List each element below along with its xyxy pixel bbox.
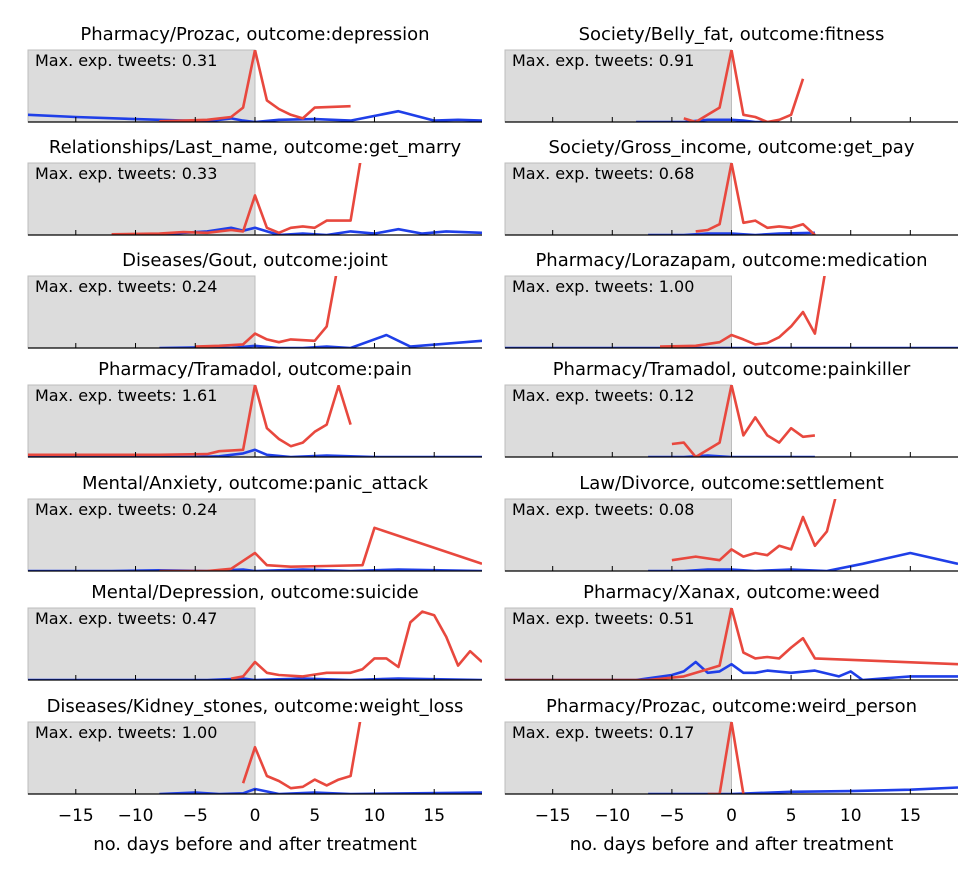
max-tweets-annotation: Max. exp. tweets: 0.24 <box>35 500 217 519</box>
panel-title: Pharmacy/Xanax, outcome:weed <box>583 582 880 603</box>
max-tweets-annotation: Max. exp. tweets: 0.47 <box>35 609 217 628</box>
control-line <box>648 551 958 571</box>
pre-treatment-region <box>27 162 256 236</box>
x-tick-label: 15 <box>423 806 445 826</box>
panel-title: Diseases/Kidney_stones, outcome:weight_l… <box>47 696 464 717</box>
max-tweets-annotation: Max. exp. tweets: 0.24 <box>35 277 217 296</box>
treated-line <box>195 276 338 348</box>
panel-title: Pharmacy/Tramadol, outcome:pain <box>98 359 412 380</box>
treated-line <box>671 499 837 562</box>
panel-title: Pharmacy/Lorazapam, outcome:medication <box>535 250 927 271</box>
panel-title: Society/Gross_income, outcome:get_pay <box>548 137 914 158</box>
treated-line <box>28 385 352 457</box>
max-tweets-annotation: Max. exp. tweets: 0.17 <box>512 723 694 742</box>
pre-treatment-region <box>504 721 732 795</box>
panel-10: Law/Divorce, outcome:settlement Max. exp.… <box>504 473 958 572</box>
x-tick-label: 10 <box>364 806 386 826</box>
treated-line <box>659 276 826 348</box>
control-line <box>159 226 482 235</box>
max-tweets-annotation: Max. exp. tweets: 0.68 <box>512 164 694 183</box>
x-tick-label: 10 <box>840 806 862 826</box>
treated-line <box>159 526 482 571</box>
panel-title: Law/Divorce, outcome:settlement <box>579 473 884 494</box>
x-tick-label: −5 <box>659 806 684 826</box>
panel-title: Mental/Anxiety, outcome:panic_attack <box>82 473 429 494</box>
treated-line <box>683 50 805 122</box>
pre-treatment-region <box>27 607 256 681</box>
max-tweets-annotation: Max. exp. tweets: 0.51 <box>512 609 694 628</box>
panel-8: Pharmacy/Tramadol, outcome:painkiller Max… <box>504 359 958 458</box>
panel-14: −15 −10 −5 0 5 10 15 Pharmacy/Prozac, outcome:w… <box>504 696 958 855</box>
control-line <box>28 677 482 680</box>
panel-4: Society/Gross_income, outcome:get_pay Max… <box>504 137 958 236</box>
treated-line <box>111 163 362 235</box>
pre-treatment-region <box>27 49 256 123</box>
pre-treatment-region <box>504 49 732 123</box>
x-tick-label: 15 <box>899 806 921 826</box>
treated-line <box>707 722 745 794</box>
panel-title: Pharmacy/Prozac, outcome:depression <box>80 24 429 45</box>
pre-treatment-region <box>27 275 256 349</box>
panel-12: Pharmacy/Xanax, outcome:weed Max. exp. tw… <box>504 582 958 681</box>
treated-line <box>671 385 816 457</box>
panel-title: Diseases/Gout, outcome:joint <box>122 250 388 271</box>
panel-7: Pharmacy/Tramadol, outcome:pain Max. exp.… <box>27 359 482 458</box>
max-tweets-annotation: Max. exp. tweets: 0.12 <box>512 386 694 405</box>
max-tweets-annotation: Max. exp. tweets: 0.31 <box>35 51 217 70</box>
pre-treatment-region <box>504 607 732 681</box>
panel-6: Pharmacy/Lorazapam, outcome:medication Ma… <box>504 250 958 349</box>
x-tick-label: −15 <box>535 806 571 826</box>
panel-title: Pharmacy/Prozac, outcome:weird_person <box>546 696 917 717</box>
max-tweets-annotation: Max. exp. tweets: 1.00 <box>35 723 217 742</box>
x-tick-label: 5 <box>786 806 797 826</box>
max-tweets-annotation: Max. exp. tweets: 0.91 <box>512 51 694 70</box>
x-tick-label: −15 <box>58 806 94 826</box>
x-tick-label: 0 <box>726 806 737 826</box>
panel-5: Diseases/Gout, outcome:joint Max. exp. tw… <box>27 250 482 349</box>
panel-13: −15 −10 −5 0 5 10 15 Diseases/Kidney_stones, ou… <box>27 696 482 855</box>
x-tick-label: −10 <box>594 806 630 826</box>
treated-line <box>159 50 351 122</box>
pre-treatment-region <box>504 162 732 236</box>
panel-1: Pharmacy/Prozac, outcome:depression Max. … <box>27 24 482 123</box>
panel-2: Society/Belly_fat, outcome:fitness Max. e… <box>504 24 958 123</box>
x-axis-label: no. days before and after treatment <box>93 834 417 855</box>
panel-title: Society/Belly_fat, outcome:fitness <box>579 24 885 45</box>
x-tick-label: −5 <box>183 806 208 826</box>
treated-line <box>230 610 482 680</box>
x-axis-label: no. days before and after treatment <box>570 834 894 855</box>
max-tweets-annotation: Max. exp. tweets: 0.33 <box>35 164 217 183</box>
max-tweets-annotation: Max. exp. tweets: 0.08 <box>512 500 694 519</box>
pre-treatment-region <box>27 384 256 458</box>
panel-9: Mental/Anxiety, outcome:panic_attack Max.… <box>27 473 482 572</box>
pre-treatment-region <box>27 498 256 572</box>
panel-title: Mental/Depression, outcome:suicide <box>91 582 418 603</box>
pre-treatment-region <box>27 721 256 795</box>
panel-3: Relationships/Last_name, outcome:get_mar… <box>27 137 482 236</box>
panel-title: Relationships/Last_name, outcome:get_mar… <box>49 137 462 158</box>
x-tick-label: 0 <box>250 806 261 826</box>
panel-title: Pharmacy/Tramadol, outcome:painkiller <box>553 359 911 380</box>
x-tick-label: 5 <box>309 806 320 826</box>
control-line <box>28 109 482 122</box>
panel-11: Mental/Depression, outcome:suicide Max. e… <box>27 582 482 681</box>
max-tweets-annotation: Max. exp. tweets: 1.61 <box>35 386 217 405</box>
max-tweets-annotation: Max. exp. tweets: 1.00 <box>512 277 694 296</box>
treated-line <box>505 608 958 680</box>
x-tick-label: −10 <box>118 806 154 826</box>
treated-line <box>695 163 816 235</box>
treated-line <box>241 722 362 790</box>
pre-treatment-region <box>504 498 732 572</box>
pre-treatment-region <box>504 384 732 458</box>
control-line <box>505 660 958 680</box>
